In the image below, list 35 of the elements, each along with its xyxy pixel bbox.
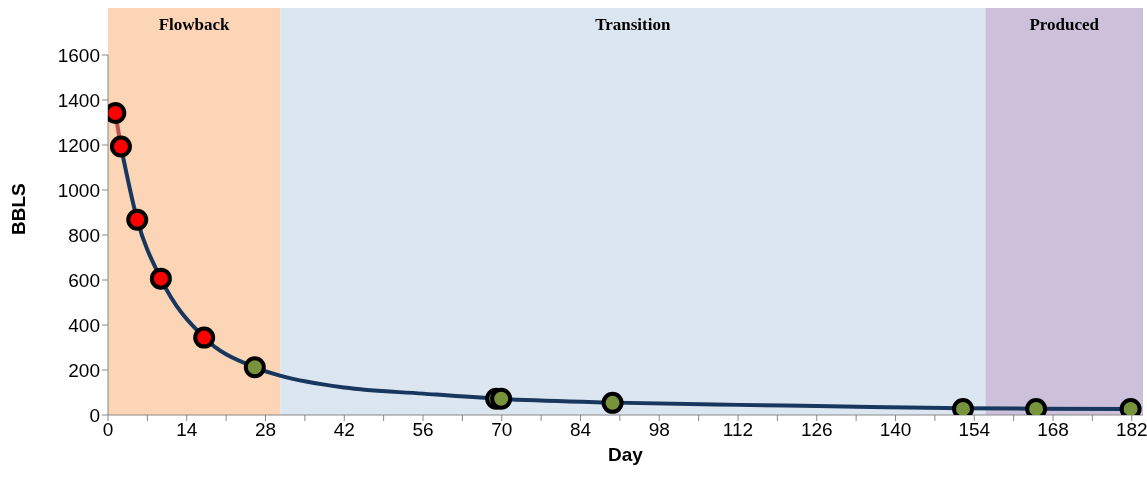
y-tick-label: 1400 [57,89,100,111]
point [490,387,513,410]
x-tick-label: 42 [333,419,355,441]
band-label: Produced [1029,15,1100,35]
y-tick-label: 1200 [57,134,100,156]
y-tick-label: 800 [68,224,100,246]
point [109,135,132,158]
point [601,391,624,414]
x-tick-label: 126 [800,419,833,441]
point [149,267,172,290]
y-tick-label: 1000 [57,179,100,201]
band-label: Transition [595,15,671,35]
x-axis-title: Day [608,444,644,465]
x-tick-label: 168 [1037,419,1069,441]
point [126,208,149,231]
point [243,356,266,379]
x-tick-label: 98 [648,419,670,441]
x-tick-label: 84 [569,419,592,441]
y-tick-label: 1600 [57,44,100,66]
y-tick-label: 400 [68,314,100,336]
point [193,326,216,349]
x-tick-label: 140 [879,419,912,441]
x-tick-label: 56 [412,419,434,441]
band-label: Flowback [158,15,231,35]
y-axis-title: BBLS [7,183,29,235]
y-tick-label: 0 [89,404,100,426]
x-tick-label: 70 [491,419,513,441]
y-tick-label: 200 [68,359,100,381]
y-tick-label: 600 [68,269,100,291]
x-tick-label: 154 [958,419,991,441]
x-tick-label: 0 [102,419,114,441]
x-tick-label: 112 [722,419,754,441]
x-tick-label: 28 [254,419,277,441]
x-tick-label: 182 [1115,419,1147,441]
x-tick-label: 14 [176,419,198,441]
